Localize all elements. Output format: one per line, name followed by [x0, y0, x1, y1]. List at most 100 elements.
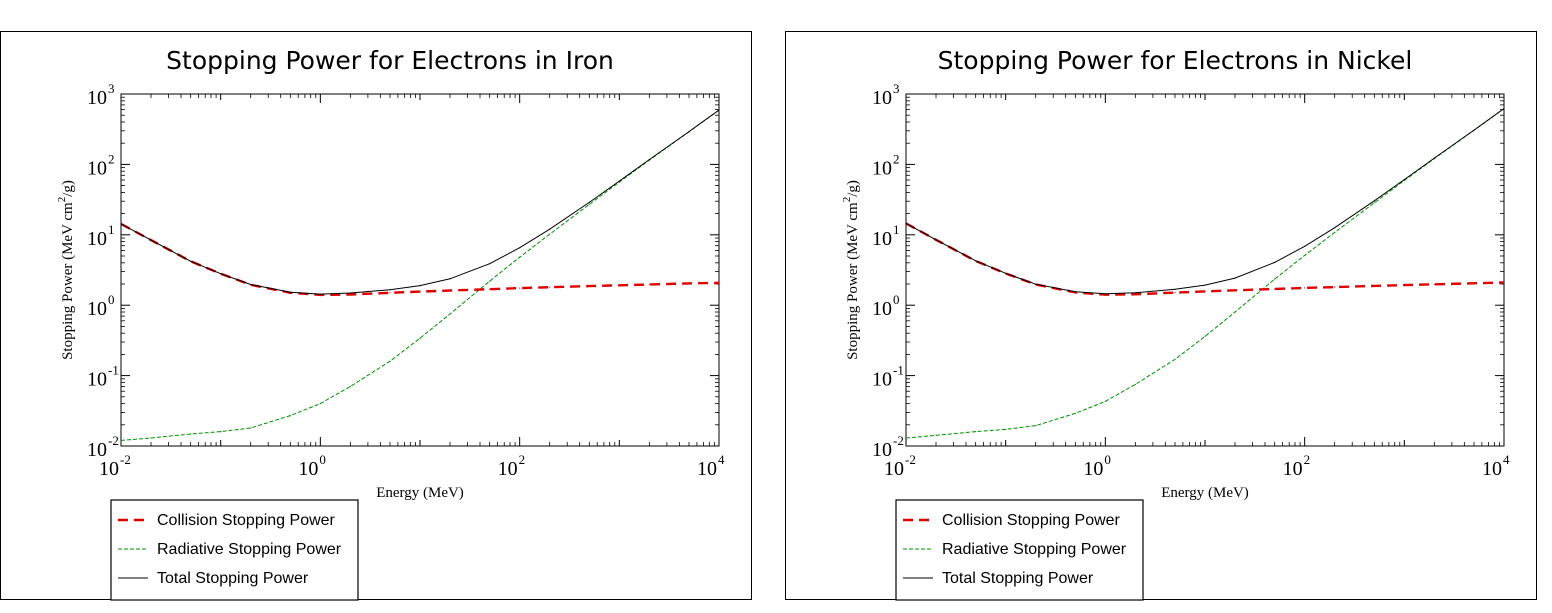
legend: Collision Stopping Power Radiative Stoppi… [895, 499, 1144, 601]
data-point [419, 285, 421, 287]
data-point [549, 228, 551, 230]
x-tick-label: 10 -2 [884, 452, 916, 480]
y-tick-label: 10 2 [87, 151, 115, 179]
data-point [389, 292, 391, 294]
data-point [449, 313, 451, 315]
chart-panel-nickel: Stopping Power for Electrons in Nickel 10… [785, 31, 1537, 601]
x-tick-base: 10 [884, 458, 904, 480]
data-point [519, 247, 521, 249]
data-point [1104, 294, 1106, 296]
x-tick-label: 10 2 [1283, 452, 1311, 480]
series-line-radiative-stopping-power [906, 108, 1504, 439]
data-point [1174, 288, 1176, 290]
data-point [220, 273, 222, 275]
data-point [121, 439, 122, 441]
data-point [319, 293, 321, 295]
y-tick-base: 10 [872, 369, 892, 391]
data-point [588, 201, 590, 203]
data-point [1274, 278, 1276, 280]
y-tick-exponent: 3 [108, 81, 115, 96]
y-axis-label-tail: /g) [845, 180, 861, 197]
y-tick-exponent: 0 [108, 292, 115, 307]
data-point [1074, 291, 1076, 293]
y-tick-exponent: 3 [893, 81, 900, 96]
data-point [1035, 283, 1037, 285]
data-point [190, 433, 192, 435]
y-axis-label-sup: 2 [841, 197, 853, 203]
y-axis-label-tail: /g) [60, 180, 76, 197]
data-point [1134, 293, 1136, 295]
x-tick-exponent: -2 [120, 452, 131, 467]
series-line-total-stopping-power [121, 109, 719, 295]
data-point [1204, 290, 1206, 292]
y-tick-base: 10 [87, 228, 107, 250]
data-point [389, 360, 391, 362]
x-tick-label: 10 4 [1482, 452, 1510, 480]
data-point [935, 239, 937, 241]
y-axis-label-main: Stopping Power (MeV cm [60, 202, 76, 360]
x-tick-exponent: 4 [1503, 452, 1510, 467]
data-point [449, 278, 451, 280]
data-point [1005, 428, 1007, 430]
data-point [1304, 287, 1306, 289]
data-point [1174, 358, 1176, 360]
data-point [549, 286, 551, 288]
y-tick-base: 10 [87, 87, 107, 109]
x-tick-base: 10 [1283, 458, 1303, 480]
y-tick-label: 10 -2 [87, 433, 119, 461]
y-axis-label-main: Stopping Power (MeV cm [845, 202, 861, 360]
data-point [648, 159, 650, 161]
y-tick-label: 10 -1 [872, 363, 904, 391]
data-point [489, 288, 491, 290]
stopping-power-chart-nickel: Stopping Power for Electrons in Nickel10… [841, 46, 1510, 601]
x-tick-exponent: 4 [718, 452, 725, 467]
data-point [648, 283, 650, 286]
data-point [1334, 286, 1336, 288]
data-point [519, 287, 521, 289]
legend-box [110, 499, 359, 601]
x-tick-exponent: 2 [519, 452, 526, 467]
data-point [618, 284, 620, 286]
y-tick-exponent: 2 [893, 151, 900, 166]
y-tick-exponent: -2 [893, 433, 904, 448]
data-point [1403, 284, 1405, 286]
y-tick-base: 10 [87, 157, 107, 179]
y-axis-label-sup: 2 [56, 197, 68, 203]
y-tick-exponent: -1 [893, 363, 904, 378]
y-tick-exponent: 1 [893, 222, 900, 237]
data-point [121, 223, 122, 225]
data-point [618, 180, 620, 182]
y-tick-label: 10 -2 [872, 433, 904, 461]
data-point [906, 437, 907, 439]
data-point [1304, 254, 1306, 256]
y-tick-label: 10 0 [87, 292, 115, 320]
data-point [289, 291, 291, 293]
x-tick-base: 10 [1482, 458, 1502, 480]
series-line-collision-stopping-power [906, 222, 1504, 296]
x-tick-exponent: 2 [1304, 452, 1311, 467]
data-point [1104, 400, 1106, 402]
y-tick-label: 10 1 [872, 222, 900, 250]
x-tick-base: 10 [1083, 458, 1103, 480]
series-line-radiative-stopping-power [121, 109, 719, 441]
data-point [1373, 202, 1375, 204]
data-point [1403, 179, 1405, 181]
data-point [975, 260, 977, 262]
data-point [1334, 227, 1336, 229]
y-tick-base: 10 [872, 228, 892, 250]
y-tick-label: 10 1 [87, 222, 115, 250]
x-tick-base: 10 [298, 458, 318, 480]
data-point [1005, 272, 1007, 274]
data-point [489, 263, 491, 265]
data-point [1274, 288, 1276, 290]
x-tick-label: 10 2 [498, 452, 526, 480]
data-point [718, 282, 719, 284]
legend-box [895, 499, 1144, 601]
data-point [1274, 261, 1276, 263]
y-tick-label: 10 2 [872, 151, 900, 179]
data-point [549, 233, 551, 235]
data-point [975, 431, 977, 433]
y-tick-label: 10 -1 [87, 363, 119, 391]
x-tick-base: 10 [99, 458, 119, 480]
data-point [519, 256, 521, 258]
